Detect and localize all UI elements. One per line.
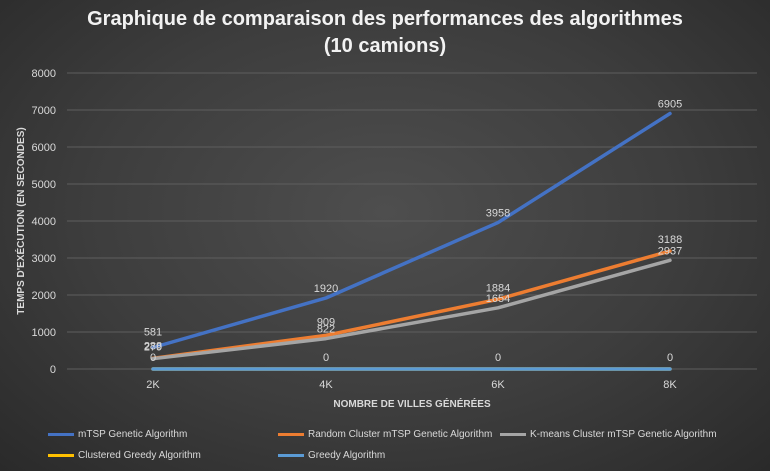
y-axis-title: TEMPS D'EXÉCUTION (EN SECONDES)	[14, 127, 27, 314]
y-tick-label-1: 1000	[32, 327, 56, 339]
x-tick-label-0: 2K	[146, 379, 160, 391]
y-tick-label-2: 2000	[32, 290, 56, 302]
x-tick-label-3: 8K	[663, 379, 677, 391]
y-tick-label-3: 3000	[32, 253, 56, 265]
data-label-s4-p3: 0	[667, 352, 673, 364]
y-tick-label-8: 8000	[32, 68, 56, 80]
chart-title: Graphique de comparaison des performance…	[0, 6, 770, 60]
data-label-s1-p2: 1884	[486, 282, 510, 294]
data-label-s4-p2: 0	[495, 352, 501, 364]
data-label-s0-p0: 581	[144, 327, 162, 339]
chart-title-line-1: Graphique de comparaison des performance…	[87, 8, 683, 30]
data-label-s0-p1: 1920	[314, 283, 338, 295]
x-axis-title: NOMBRE DE VILLES GÉNÉRÉES	[333, 397, 491, 410]
series-line-2	[151, 258, 672, 361]
x-tick-label-2: 6K	[491, 379, 505, 391]
data-label-s2-p0: 279	[144, 342, 162, 354]
y-tick-label-7: 7000	[32, 105, 56, 117]
data-label-s2-p2: 1654	[486, 293, 510, 305]
data-label-s0-p2: 3958	[486, 208, 510, 220]
y-tick-label-0: 0	[50, 364, 56, 376]
data-label-s0-p3: 6905	[658, 99, 682, 111]
y-tick-label-5: 5000	[32, 179, 56, 191]
data-label-s1-p1: 909	[317, 316, 335, 328]
data-label-s2-p1: 822	[317, 324, 335, 336]
y-tick-label-6: 6000	[32, 142, 56, 154]
series-line-0	[151, 111, 672, 350]
chart-title-line-2: (10 camions)	[323, 35, 447, 57]
data-label-s1-p0: 288	[144, 340, 162, 352]
x-tick-label-1: 4K	[319, 379, 333, 391]
data-label-s4-p0: 0	[150, 352, 156, 364]
y-tick-label-4: 4000	[32, 216, 56, 228]
series-line-1	[151, 249, 672, 361]
data-label-s2-p3: 2937	[658, 245, 682, 257]
data-label-s1-p3: 3188	[658, 234, 682, 246]
data-label-s4-p1: 0	[323, 352, 329, 364]
